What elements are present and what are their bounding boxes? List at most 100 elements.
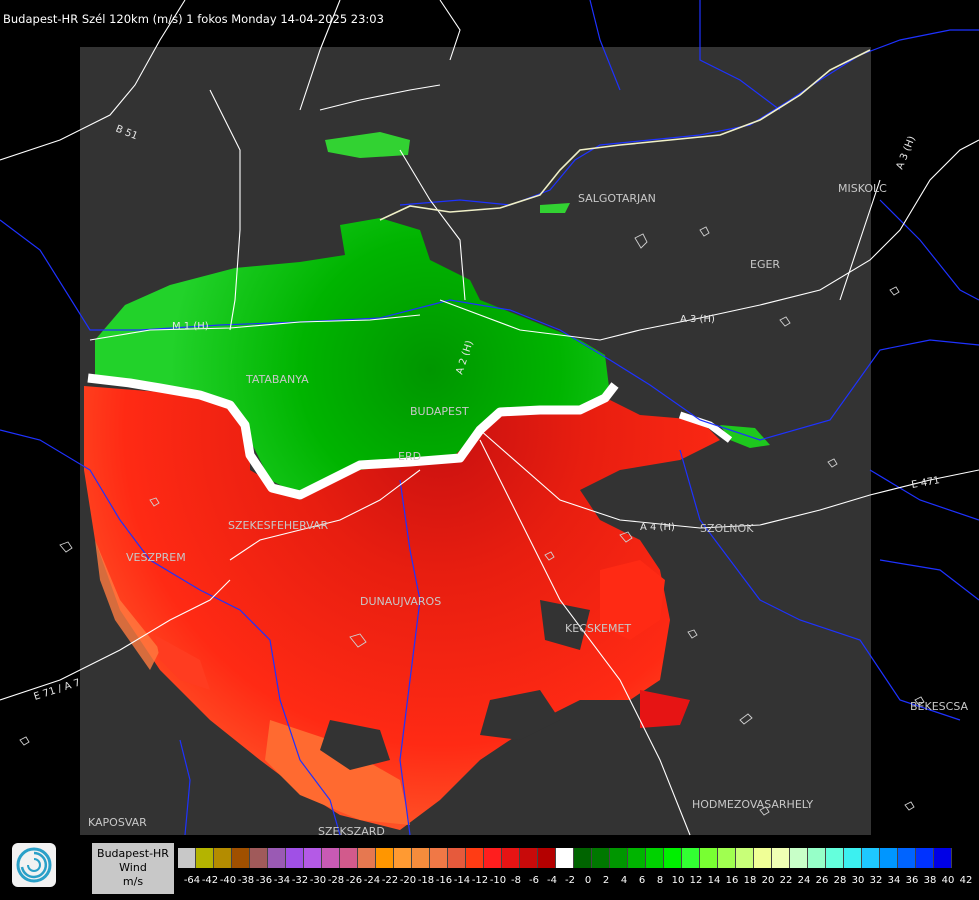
legend-tick-label: 32: [869, 875, 883, 886]
legend-tick-label: 16: [725, 875, 739, 886]
legend-swatch: [574, 848, 592, 868]
legend-swatch: [700, 848, 718, 868]
legend-swatch: [736, 848, 754, 868]
legend-swatch: [412, 848, 430, 868]
legend-tick-label: 22: [779, 875, 793, 886]
legend-tick-label: -34: [273, 875, 291, 886]
legend-swatch: [232, 848, 250, 868]
legend-swatch: [664, 848, 682, 868]
city-label-bekescsaba: BEKESCSA: [910, 700, 969, 713]
radar-echo-cell: [640, 690, 690, 728]
legend-tick-label: -6: [529, 875, 539, 886]
legend-swatch: [214, 848, 232, 868]
legend-swatch: [880, 848, 898, 868]
legend-swatch: [484, 848, 502, 868]
legend-tick-label: 38: [923, 875, 937, 886]
legend-tick-label: 30: [851, 875, 865, 886]
radar-gap: [480, 690, 560, 740]
legend-tick-label: 2: [602, 875, 610, 886]
legend-tick-label: 42: [959, 875, 973, 886]
legend-tick-label: -38: [237, 875, 255, 886]
legend-tick-label: -42: [201, 875, 219, 886]
city-label-budapest: BUDAPEST: [410, 405, 469, 418]
legend-swatch: [718, 848, 736, 868]
legend-tick-label: -26: [345, 875, 363, 886]
legend-tick-label: -16: [435, 875, 453, 886]
legend-tick-label: -14: [453, 875, 471, 886]
legend-swatch: [916, 848, 934, 868]
legend-swatch: [844, 848, 862, 868]
legend-tick-label: -32: [291, 875, 309, 886]
legend-swatch: [610, 848, 628, 868]
legend-tick-label: 14: [707, 875, 721, 886]
legend-tick-label: 40: [941, 875, 955, 886]
radar-echo-positive-cell: [540, 203, 570, 213]
road-label-a3: A 3 (H): [680, 314, 715, 325]
legend-tick-label: -36: [255, 875, 273, 886]
legend-tick-label: -4: [547, 875, 557, 886]
border-lines: [0, 0, 979, 836]
legend-tick-label: -10: [489, 875, 507, 886]
city-label-szekszard: SZEKSZARD: [318, 825, 385, 838]
map-title: Budapest-HR Szél 120km (m/s) 1 fokos Mon…: [3, 12, 384, 26]
radar-echo-positive-cell: [325, 132, 410, 158]
legend-tick-label: -20: [399, 875, 417, 886]
legend-swatch: [646, 848, 664, 868]
legend-swatch: [592, 848, 610, 868]
legend-swatch: [430, 848, 448, 868]
legend-swatch: [862, 848, 880, 868]
legend-tick-label: -12: [471, 875, 489, 886]
legend-tick-label: 0: [584, 875, 592, 886]
city-label-szekesfehervar: SZEKESFEHERVAR: [228, 519, 329, 532]
legend-swatch: [682, 848, 700, 868]
legend-tick-label: 4: [620, 875, 628, 886]
legend-swatch: [340, 848, 358, 868]
city-label-erd: ERD: [398, 450, 421, 463]
city-label-kaposvar: KAPOSVAR: [88, 816, 147, 829]
legend-tick-label: -22: [381, 875, 399, 886]
legend-swatch: [520, 848, 538, 868]
road-label-a4: A 4 (H): [640, 522, 675, 533]
town-outlines: [19, 226, 925, 816]
legend-swatch: [808, 848, 826, 868]
legend-unit: m/s: [122, 875, 144, 888]
city-label-miskolc: MISKOLC: [838, 182, 887, 195]
legend-swatch: [448, 848, 466, 868]
legend-product: Wind: [119, 861, 147, 874]
legend-label-box: Budapest-HR Wind m/s: [92, 843, 174, 894]
legend-swatch: [322, 848, 340, 868]
city-label-dunaujvaros: DUNAUJVAROS: [360, 595, 441, 608]
legend-swatch: [538, 848, 556, 868]
city-label-hodmezovasarhely: HODMEZOVASARHELY: [692, 798, 813, 811]
legend-tick-label: 36: [905, 875, 919, 886]
legend-tick-label: -24: [363, 875, 381, 886]
swirl-icon: [16, 847, 52, 883]
legend-tick-label: -30: [309, 875, 327, 886]
legend-swatch: [268, 848, 286, 868]
legend-tick-label: 8: [656, 875, 664, 886]
zero-velocity-line: [678, 411, 733, 443]
radar-echo-cell: [155, 635, 210, 690]
road-label-e471: E 471: [911, 475, 941, 491]
legend-swatch: [502, 848, 520, 868]
legend-tick-label: -18: [417, 875, 435, 886]
legend-swatch: [826, 848, 844, 868]
legend-swatch: [196, 848, 214, 868]
legend-swatch: [376, 848, 394, 868]
legend-tick-label: 12: [689, 875, 703, 886]
legend-swatch: [556, 848, 574, 868]
legend-swatch: [286, 848, 304, 868]
legend-swatch: [934, 848, 952, 868]
legend-color-bar: [178, 848, 952, 868]
legend-tick-label: 24: [797, 875, 811, 886]
legend-tick-label: -28: [327, 875, 345, 886]
legend-tick-label: -8: [511, 875, 521, 886]
radar-echo-fringe-2: [265, 720, 410, 825]
legend-swatch-nodata: [178, 848, 196, 868]
road-label-a3-northeast: A 3 (H): [895, 135, 918, 172]
legend-tick-label: -2: [565, 875, 575, 886]
met-service-logo: [12, 843, 56, 887]
legend-swatch: [898, 848, 916, 868]
